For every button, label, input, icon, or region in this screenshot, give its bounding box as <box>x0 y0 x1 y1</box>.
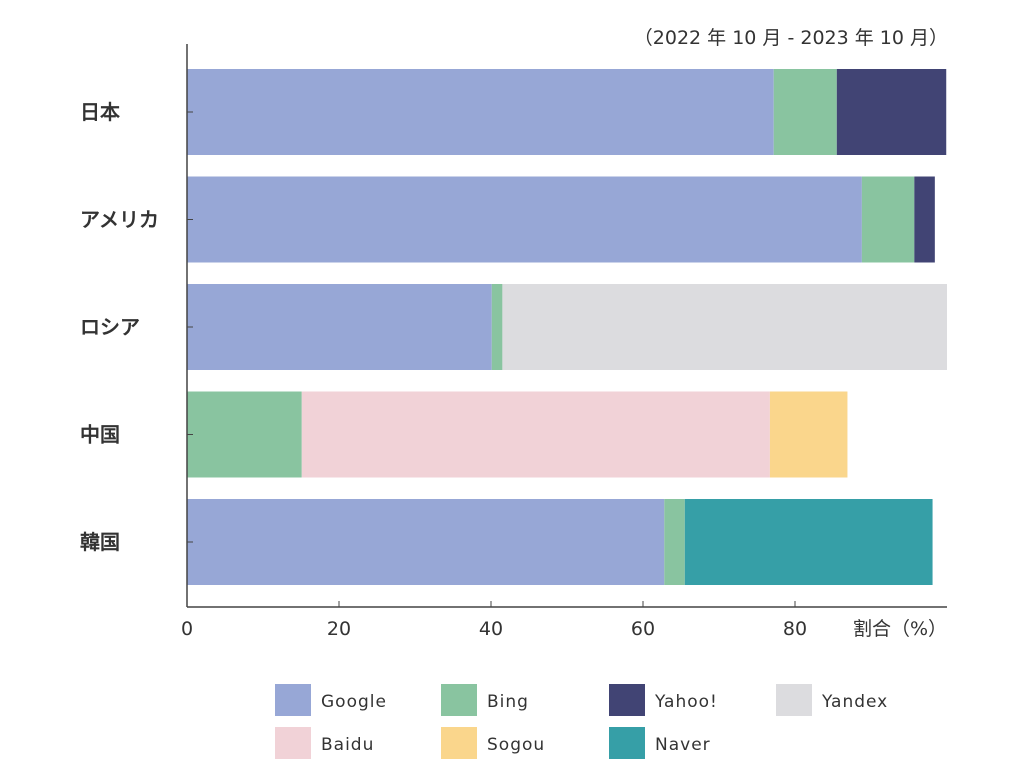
legend-label-yandex: Yandex <box>821 692 888 712</box>
bar-segment-google-0 <box>187 69 774 155</box>
bar-segment-google-2 <box>187 284 492 370</box>
bar-segment-baidu-3 <box>301 391 770 478</box>
legend-label-google: Google <box>321 692 387 712</box>
bar-segment-sogou-3 <box>769 391 848 478</box>
x-tick-label: 80 <box>783 618 807 640</box>
bar-segment-yahoo-0 <box>836 69 947 155</box>
bar-segment-bing-0 <box>773 69 837 155</box>
legend-swatch-baidu <box>275 727 311 759</box>
bar-segment-yahoo-1 <box>914 176 935 263</box>
legend-swatch-yandex <box>776 684 812 716</box>
bar-segment-yandex-2 <box>502 284 947 370</box>
category-label: 日本 <box>80 100 120 124</box>
legend-swatch-yahoo <box>609 684 645 716</box>
legend-label-bing: Bing <box>487 692 529 712</box>
legend: Google Bing Yahoo! Yandex Baidu Sogou Naver <box>275 684 888 759</box>
x-tick-label: 60 <box>631 618 655 640</box>
bar-segment-google-4 <box>187 499 665 585</box>
bars-group <box>187 69 947 585</box>
category-label: アメリカ <box>80 208 159 232</box>
legend-label-baidu: Baidu <box>321 735 374 755</box>
legend-swatch-google <box>275 684 311 716</box>
category-label: 韓国 <box>80 530 120 554</box>
bar-segment-bing-3 <box>187 391 302 478</box>
legend-label-sogou: Sogou <box>487 735 545 755</box>
legend-label-yahoo: Yahoo! <box>654 692 718 712</box>
x-tick-label: 40 <box>479 618 503 640</box>
bar-segment-bing-2 <box>491 284 503 370</box>
legend-label-naver: Naver <box>655 735 711 755</box>
legend-swatch-bing <box>441 684 477 716</box>
period-label: （2022 年 10 月 - 2023 年 10 月） <box>634 27 948 49</box>
x-axis-unit-label: 割合（%） <box>853 618 947 640</box>
bar-segment-bing-4 <box>664 499 685 585</box>
category-label: 中国 <box>80 423 120 447</box>
category-label: ロシア <box>80 315 140 339</box>
bar-segment-google-1 <box>187 176 862 263</box>
legend-swatch-naver <box>609 727 645 759</box>
legend-swatch-sogou <box>441 727 477 759</box>
x-tick-label: 0 <box>181 618 193 640</box>
bar-segment-naver-4 <box>684 499 933 585</box>
x-tick-label: 20 <box>327 618 351 640</box>
bar-segment-bing-1 <box>861 176 915 263</box>
